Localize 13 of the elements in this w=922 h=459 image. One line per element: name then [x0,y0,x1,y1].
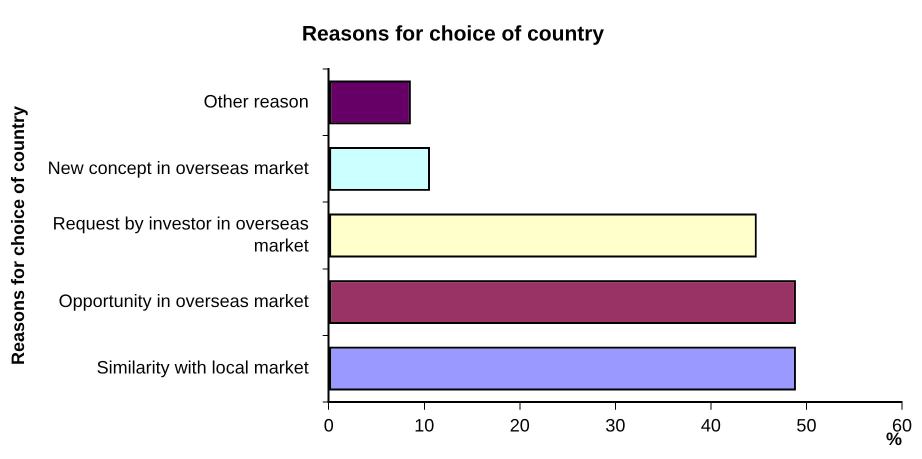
chart-title: Reasons for choice of country [302,22,604,46]
y-tick-label: Other reason [204,91,309,112]
y-tick-label: New concept in overseas market [48,158,309,178]
x-tick-label: 20 [510,416,530,436]
x-tick-label: 0 [324,416,334,436]
x-tick-label: 30 [605,416,626,436]
y-tick-label: Request by investor in overseas market [52,214,309,256]
x-tick-label: 40 [700,416,721,436]
y-tick-label: Similarity with local market [96,358,309,378]
y-axis-title: Reasons for choice of country [8,106,28,366]
x-tick-label: 10 [414,416,434,436]
y-tick-label: Opportunity in overseas market [58,290,309,311]
x-tick-label: 50 [796,416,816,436]
